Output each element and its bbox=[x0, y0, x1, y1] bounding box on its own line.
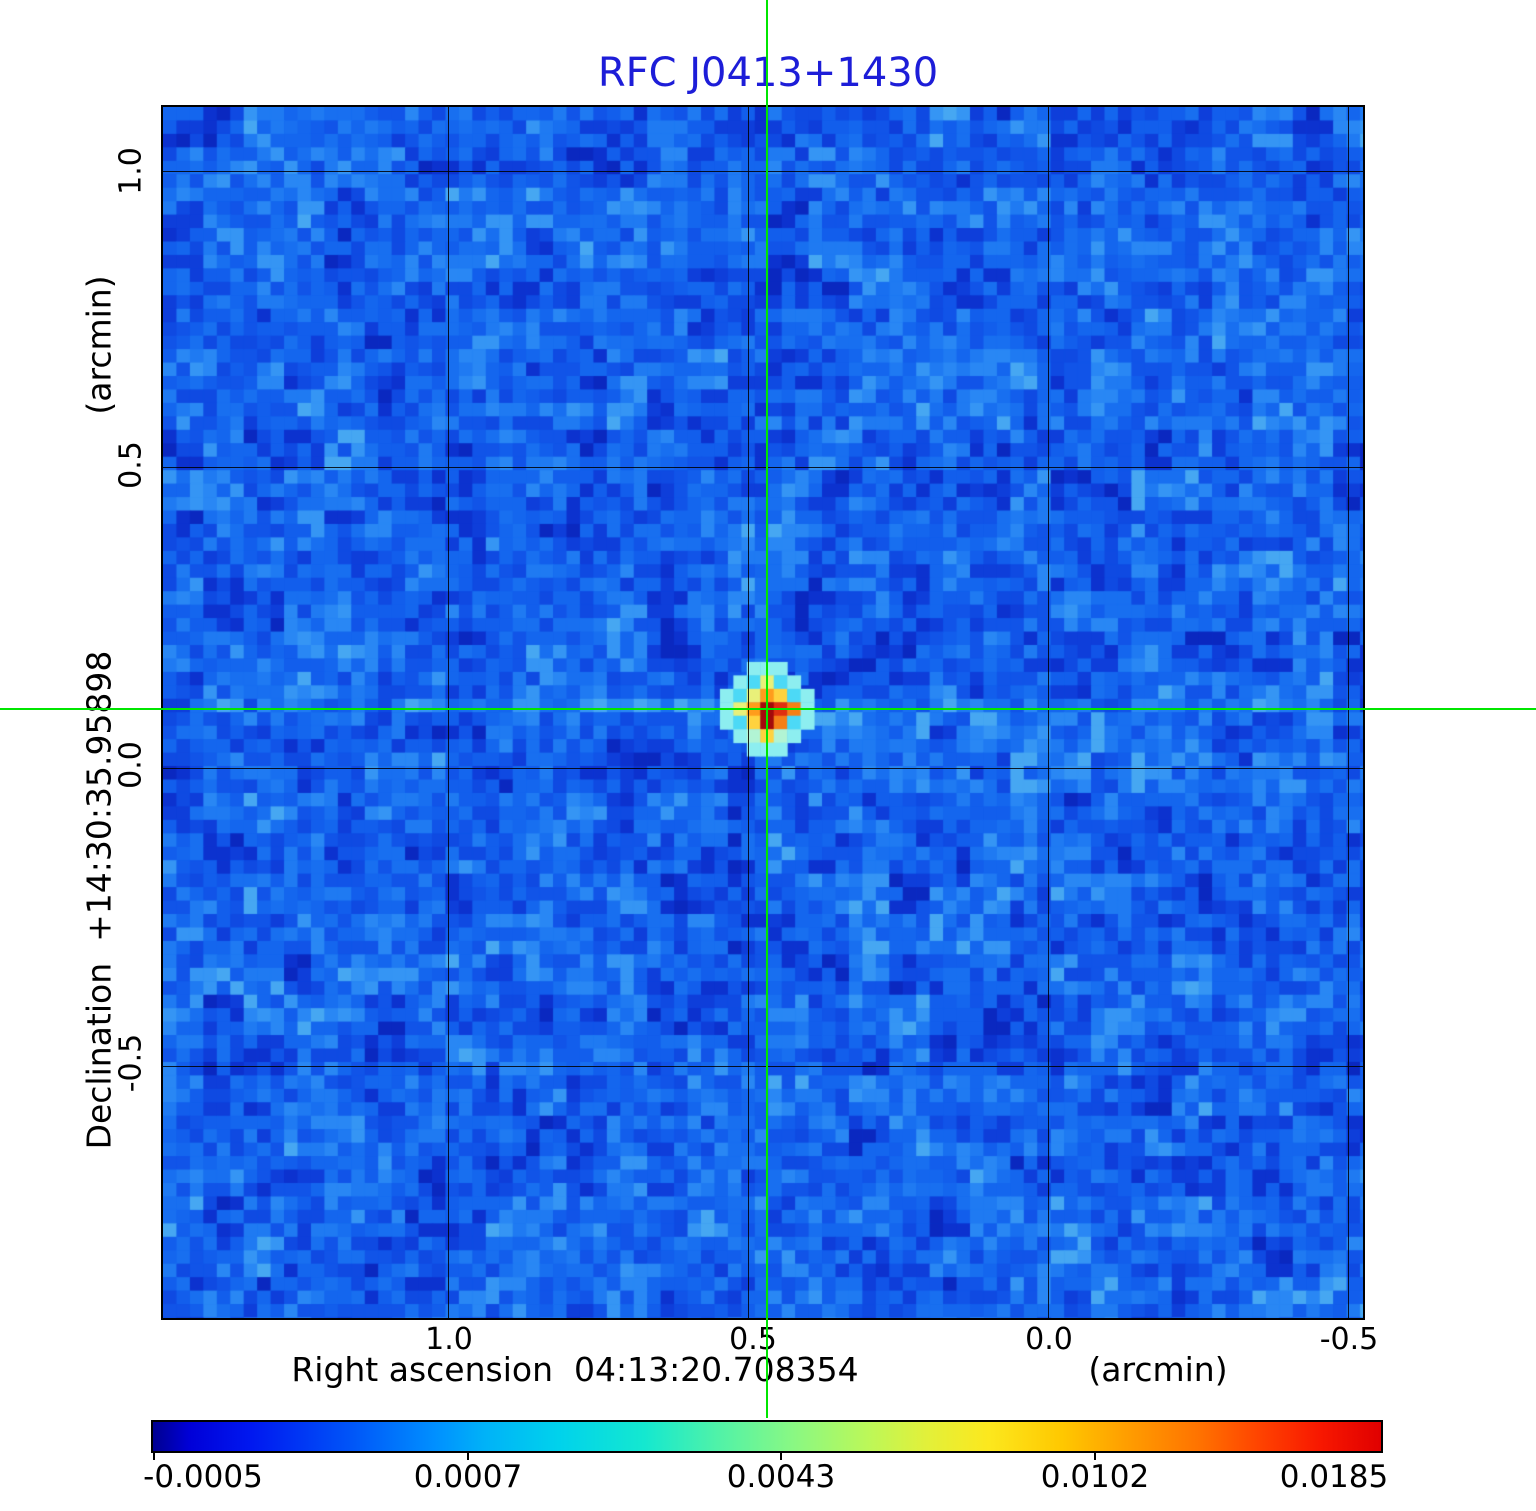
gridline-ra-0.0 bbox=[1048, 107, 1049, 1318]
x-tick-0.5: 0.5 bbox=[729, 1322, 777, 1357]
gridline-ra-m0.5 bbox=[1348, 107, 1349, 1318]
sky-map-canvas bbox=[163, 107, 1363, 1318]
y-axis-label: Declination +14:30:35.95898 bbox=[79, 650, 119, 1150]
gridline-dec-0.5 bbox=[163, 467, 1363, 468]
x-axis-label: Right ascension 04:13:20.708354 bbox=[291, 1350, 859, 1389]
gridline-ra-0.5 bbox=[748, 107, 749, 1318]
colorbar-label-2: 0.0043 bbox=[726, 1459, 836, 1495]
colorbar-tick bbox=[1094, 1451, 1096, 1460]
y-tick-0.5: 0.5 bbox=[113, 441, 149, 489]
gridline-dec-1.0 bbox=[163, 171, 1363, 172]
colorbar-label-3: 0.0102 bbox=[1040, 1459, 1150, 1495]
sky-map-plot-area bbox=[161, 105, 1365, 1320]
y-tick-0.0: 0.0 bbox=[113, 741, 149, 789]
gridline-ra-1.0 bbox=[448, 107, 449, 1318]
gridline-dec-0.0 bbox=[163, 768, 1363, 769]
colorbar-tick bbox=[467, 1451, 469, 1460]
y-tick-1.0: 1.0 bbox=[113, 147, 149, 195]
x-tick-1.0: 1.0 bbox=[425, 1322, 473, 1357]
colorbar bbox=[151, 1420, 1383, 1453]
colorbar-label-0: -0.0005 bbox=[143, 1459, 263, 1495]
gridline-dec-m0.5 bbox=[163, 1066, 1363, 1067]
y-axis-unit-label: (arcmin) bbox=[79, 275, 119, 415]
colorbar-label-4: 0.0185 bbox=[1279, 1459, 1389, 1495]
colorbar-tick bbox=[153, 1451, 155, 1460]
colorbar-tick bbox=[780, 1451, 782, 1460]
colorbar-label-1: 0.0007 bbox=[413, 1459, 523, 1495]
page-title: RFC J0413+1430 bbox=[597, 50, 939, 96]
x-tick-0.0: 0.0 bbox=[1025, 1322, 1073, 1357]
crosshair-horizontal-line bbox=[0, 708, 1536, 710]
y-tick-m0.5: -0.5 bbox=[113, 1033, 149, 1093]
x-axis-unit-label: (arcmin) bbox=[1088, 1350, 1228, 1389]
x-tick-m0.5: -0.5 bbox=[1319, 1322, 1379, 1357]
colorbar-gradient bbox=[153, 1422, 1381, 1451]
